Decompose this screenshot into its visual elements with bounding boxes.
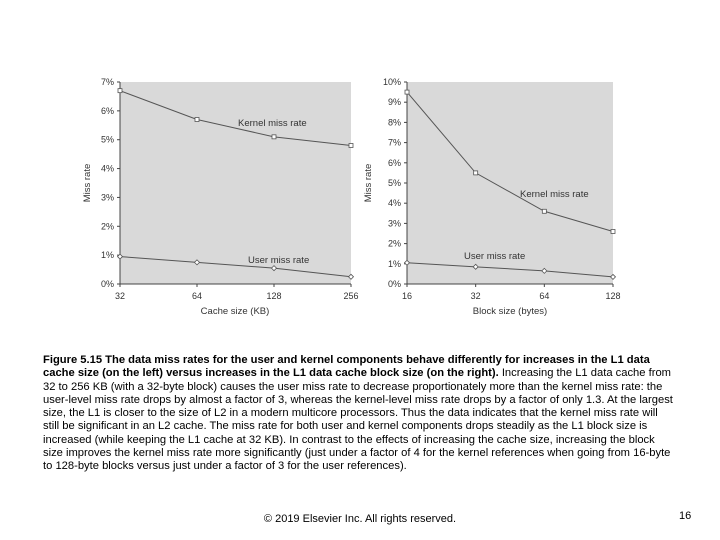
x-tick-label: 64: [192, 291, 202, 301]
y-axis-label: Miss rate: [82, 164, 93, 203]
data-point-kernel: [194, 117, 200, 122]
series-line-user: [119, 256, 352, 278]
series-line-kernel: [406, 91, 614, 232]
y-tick-label: 3%: [388, 218, 401, 228]
y-tick-label: 6%: [388, 158, 401, 168]
data-point-user: [347, 273, 355, 280]
plot-area: [407, 82, 613, 284]
data-point-kernel: [348, 143, 354, 148]
chart-2: 0% 1% 2% 3% 4% 5% 6% 7% 8% 9% 10% 16 32 64 128 Block si…: [363, 77, 621, 317]
series-label-user: User miss rate: [248, 255, 309, 266]
y-tick-label: 3%: [101, 192, 114, 202]
x-tick-label: 256: [343, 291, 358, 301]
x-tick-label: 128: [605, 291, 620, 301]
x-tick-label: 128: [266, 291, 281, 301]
y-tick-label: 0%: [101, 279, 114, 289]
copyright-footer: © 2019 Elsevier Inc. All rights reserved…: [263, 513, 457, 525]
series-line-user: [406, 262, 614, 278]
series-label-user: User miss rate: [464, 251, 525, 262]
series-line-kernel: [119, 90, 352, 146]
x-tick-label: 64: [539, 291, 549, 301]
y-tick-label: 4%: [388, 198, 401, 208]
x-tick-label: 16: [402, 291, 412, 301]
y-tick-label: 7%: [388, 138, 401, 148]
chart-1: 0% 1% 2% 3% 4% 5% 6% 7% 32 64 128 256 Cache size (KB…: [82, 77, 359, 317]
y-tick-label: 10%: [383, 77, 401, 87]
data-point-kernel: [610, 229, 616, 234]
y-tick-label: 2%: [101, 221, 114, 231]
caption-title: Figure 5.15 The data miss rates for the …: [43, 354, 650, 380]
y-tick-label: 0%: [388, 279, 401, 289]
data-point-kernel: [541, 208, 547, 214]
series-label-kernel: Kernel miss rate: [520, 189, 589, 200]
x-tick-label: 32: [115, 291, 125, 301]
data-point-user: [403, 259, 411, 266]
x-axis-label: Cache size (KB): [201, 306, 270, 317]
y-tick-label: 6%: [101, 106, 114, 116]
figure-charts: 0% 1% 2% 3% 4% 5% 6% 7% 32 64 128 256 Cache size (KB…: [82, 77, 621, 317]
y-tick-label: 7%: [101, 77, 114, 87]
data-point-user: [541, 267, 548, 274]
data-point-user: [609, 273, 617, 280]
y-tick-label: 1%: [101, 250, 114, 260]
y-tick-label: 4%: [101, 164, 114, 174]
y-tick-label: 2%: [388, 239, 401, 249]
y-tick-label: 5%: [388, 178, 401, 188]
data-point-user: [193, 259, 201, 266]
data-point-kernel: [404, 89, 410, 95]
data-point-kernel: [473, 170, 479, 176]
x-tick-label: 32: [471, 291, 481, 301]
y-tick-label: 1%: [388, 259, 401, 269]
data-point-kernel: [271, 134, 277, 140]
caption-body: Increasing the L1 data cache from 32 to …: [43, 367, 673, 473]
figure-caption: Figure 5.15 The data miss rates for the …: [43, 354, 675, 474]
data-point-user: [270, 265, 278, 272]
y-tick-label: 8%: [388, 117, 401, 127]
y-tick-label: 5%: [101, 135, 114, 145]
data-point-user: [116, 253, 124, 260]
data-point-user: [472, 263, 479, 270]
series-label-kernel: Kernel miss rate: [238, 118, 307, 129]
y-axis-label: Miss rate: [363, 164, 374, 203]
plot-area: [120, 82, 351, 284]
x-axis-label: Block size (bytes): [473, 306, 547, 317]
data-point-kernel: [117, 88, 123, 94]
page-number: 16: [679, 510, 692, 522]
y-tick-label: 9%: [388, 97, 401, 107]
